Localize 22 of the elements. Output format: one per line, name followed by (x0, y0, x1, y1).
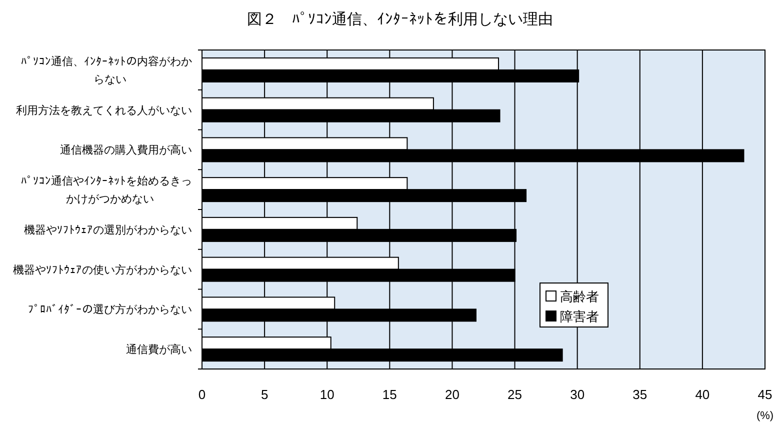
x-tick-label: 40 (695, 387, 710, 402)
legend-label: 障害者 (560, 309, 599, 324)
y-tick-label: 利用方法を教えてくれる人がいない (16, 104, 192, 117)
y-tick-label: 通信機器の購入費用が高い (60, 144, 192, 157)
x-tick-label: 30 (570, 387, 585, 402)
x-tick-label: 20 (444, 387, 460, 402)
x-tick-label: 0 (198, 387, 206, 402)
y-tick-label: ﾊﾟｿｺﾝ通信やｲﾝﾀｰﾈｯﾄを始めるきっかけがつかめない (21, 174, 192, 206)
x-tick-label: 45 (758, 387, 772, 402)
y-tick-label: 通信費が高い (126, 343, 192, 356)
y-tick-label: ﾊﾟｿｺﾝ通信、ｲﾝﾀｰﾈｯﾄの内容がわからない (21, 54, 192, 86)
x-tick-label: 10 (320, 387, 334, 402)
y-tick-label: 機器やｿﾌﾄｳｪｱの使い方がわからない (13, 263, 192, 276)
x-tick-label: 5 (260, 387, 268, 402)
x-tick-label: 25 (508, 387, 522, 402)
chart-title: 図２ ﾊﾟｿｺﾝ通信、ｲﾝﾀｰﾈｯﾄを利用しない理由 (247, 11, 553, 28)
y-tick-label: ﾌﾟﾛﾊﾞｲﾀﾞｰの選び方がわからない (28, 303, 192, 316)
y-tick-label: 機器やｿﾌﾄｳｪｱの選別がわからない (24, 224, 192, 236)
legend-label: 高齢者 (560, 289, 599, 304)
x-axis-title: (%) (756, 410, 774, 422)
x-tick-label: 15 (382, 387, 397, 402)
x-tick-label: 35 (632, 387, 648, 402)
